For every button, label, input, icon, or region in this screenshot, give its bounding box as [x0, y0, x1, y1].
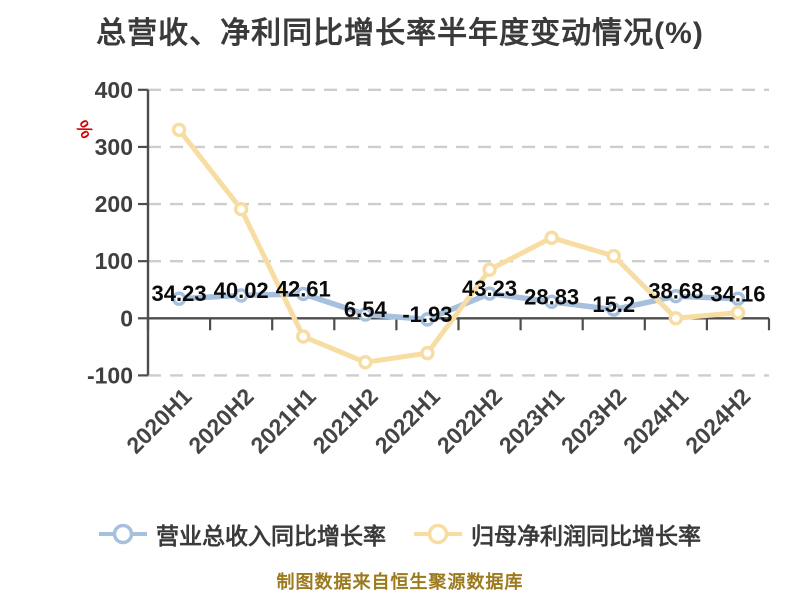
data-point-marker[interactable] [233, 288, 249, 303]
data-label: 15.2 [592, 292, 635, 317]
series-0 [171, 286, 746, 327]
x-tick-label: 2024H2 [680, 383, 755, 458]
x-tick-label: 2022H2 [432, 383, 507, 458]
legend-marker-icon [99, 523, 147, 545]
data-labels: 34.23 40.02 42.61 6.54 -1.93 43.23 28.83 15.2 38… [152, 276, 766, 327]
y-tick-label: 200 [95, 191, 133, 217]
series-1 [171, 122, 746, 370]
data-point-marker[interactable] [358, 355, 373, 370]
data-label: 42.61 [276, 276, 331, 301]
data-point-marker[interactable] [296, 329, 311, 344]
data-point-marker[interactable] [544, 294, 559, 310]
data-label: 40.02 [214, 278, 269, 303]
y-tick-label: 100 [95, 248, 133, 274]
data-point-marker[interactable] [730, 291, 746, 306]
series-line [176, 290, 741, 323]
data-label: -1.93 [402, 302, 452, 327]
x-tick-label: 2023H2 [556, 383, 631, 458]
legend-marker-icon [414, 523, 462, 545]
y-tick-label: 300 [95, 134, 133, 160]
x-axis-labels: 2020H12020H22021H12021H22022H12022H22023… [121, 383, 755, 459]
x-tick-label: 2024H1 [618, 383, 694, 459]
data-point-marker[interactable] [668, 311, 684, 326]
data-point-marker[interactable] [544, 230, 559, 245]
series-line [176, 127, 741, 365]
data-point-marker[interactable] [730, 305, 746, 320]
data-point-marker[interactable] [420, 345, 435, 361]
chart-legend: 营业总收入同比增长率 归母净利润同比增长率 [0, 514, 800, 554]
data-point-marker[interactable] [668, 288, 684, 304]
data-point-marker[interactable] [171, 291, 187, 306]
data-point-marker[interactable] [606, 302, 621, 317]
data-label: 6.54 [344, 297, 388, 322]
axes: 400 300 200 100 0 -100 [87, 77, 771, 388]
legend-item-1[interactable]: 归母净利润同比增长率 [414, 517, 701, 551]
data-point-marker[interactable] [420, 312, 435, 327]
data-label: 38.68 [648, 279, 703, 304]
x-tick-label: 2020H1 [121, 383, 197, 459]
x-tick-label: 2023H1 [494, 383, 570, 459]
data-point-marker[interactable] [296, 286, 311, 302]
data-source-note: 制图数据来自恒生聚源数据库 [276, 572, 524, 592]
data-label: 34.23 [152, 281, 207, 306]
x-tick-label: 2021H1 [245, 383, 321, 459]
y-axis-unit-mark: % [70, 117, 97, 143]
y-tick-label: -100 [87, 362, 133, 388]
data-point-marker[interactable] [358, 307, 373, 322]
data-point-marker[interactable] [171, 122, 187, 137]
data-point-marker[interactable] [233, 201, 249, 217]
chart-title: 总营收、净利同比增长率半年度变动情况(%) [96, 17, 704, 50]
data-point-marker[interactable] [482, 286, 497, 301]
legend-label: 营业总收入同比增长率 [156, 523, 386, 549]
data-label: 34.16 [710, 281, 765, 306]
x-tick-label: 2020H2 [183, 383, 258, 458]
x-tick-label: 2022H1 [370, 383, 446, 459]
data-point-marker[interactable] [606, 248, 621, 264]
legend-item-0[interactable]: 营业总收入同比增长率 [99, 517, 386, 551]
legend-label: 归母净利润同比增长率 [471, 523, 701, 549]
x-tick-label: 2021H2 [308, 383, 383, 458]
y-tick-label: 400 [95, 77, 133, 103]
data-label: 28.83 [524, 284, 579, 309]
gridlines [148, 88, 769, 377]
data-point-marker[interactable] [482, 262, 497, 277]
y-tick-label: 0 [120, 305, 133, 331]
data-label: 43.23 [462, 276, 517, 301]
